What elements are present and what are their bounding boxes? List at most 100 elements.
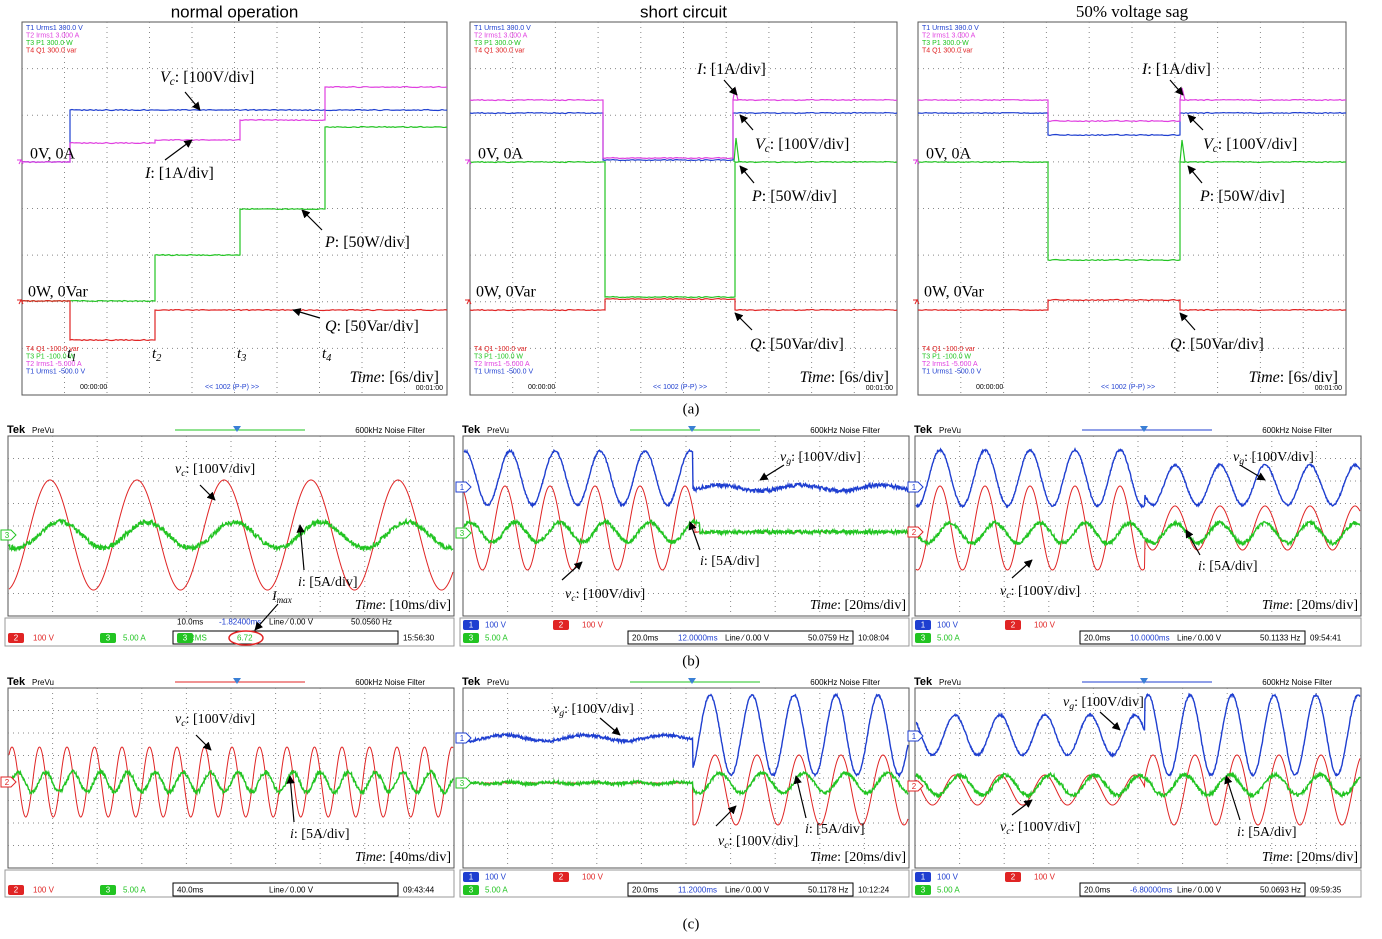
status-text: 5.00 A bbox=[485, 634, 508, 643]
annotation: Q: [50Var/div] bbox=[750, 336, 844, 353]
status-text: 100 V bbox=[1034, 621, 1056, 630]
status-badge: 2 bbox=[14, 886, 19, 895]
status-text: 50.0560 Hz bbox=[351, 618, 392, 627]
start-time: 00:00:00 bbox=[976, 384, 1003, 391]
annotation: vg: [100V/div] bbox=[1063, 695, 1144, 712]
annotation: vc: [100V/div] bbox=[1000, 584, 1080, 601]
channel-number: 2 bbox=[912, 528, 917, 537]
subscript: max bbox=[277, 595, 292, 605]
annotation: i: [5A/div] bbox=[298, 575, 358, 590]
filter: 600kHz Noise Filter bbox=[1262, 678, 1332, 687]
label-text: : [5A/div] bbox=[302, 575, 358, 590]
zoom-label: << 1002 (P-P) >> bbox=[205, 384, 259, 391]
symbol: P bbox=[324, 234, 335, 251]
annotation: vc: [100V/div] bbox=[175, 462, 255, 479]
symbol: Q bbox=[1170, 336, 1182, 353]
filter: 600kHz Noise Filter bbox=[810, 678, 880, 687]
status-text: 09:54:41 bbox=[1310, 634, 1342, 643]
channel-readout: T3 P1 -100.0 W bbox=[474, 353, 523, 360]
mode: PreVu bbox=[32, 426, 54, 435]
annotation: Time: [6s/div] bbox=[350, 369, 439, 386]
annotation: Time: [20ms/div] bbox=[1262, 850, 1358, 865]
annotation: Time: [40ms/div] bbox=[355, 850, 451, 865]
subscript: 1 bbox=[71, 353, 76, 364]
level-label: 0W, 0Var bbox=[924, 284, 985, 301]
symbol: Time bbox=[800, 369, 831, 386]
annotation: vg: [100V/div] bbox=[780, 450, 861, 467]
label-text: : [10ms/div] bbox=[382, 598, 451, 613]
channel-readout: T3 P1 -100.0 W bbox=[922, 353, 971, 360]
status-text: 5.00 A bbox=[937, 886, 960, 895]
status-text: Line ⁄ 0.00 V bbox=[269, 886, 314, 895]
channel-readout: T4 Q1 300.0 var bbox=[474, 47, 525, 54]
status-text: 6.72 bbox=[237, 634, 253, 643]
zoom-label: << 1002 (P-P) >> bbox=[1101, 384, 1155, 391]
panel-title: short circuit bbox=[640, 2, 727, 21]
channel-readout: T1 Urms1 -500.0 V bbox=[922, 368, 981, 375]
trigger-marker bbox=[233, 678, 241, 684]
status-text: 100 V bbox=[1034, 873, 1056, 882]
status-text: Line ⁄ 0.00 V bbox=[725, 886, 770, 895]
label-text: : [5A/div] bbox=[1241, 825, 1297, 840]
end-time: 00:01:00 bbox=[416, 385, 443, 392]
annotation: Time: [10ms/div] bbox=[355, 598, 451, 613]
end-time: 00:01:00 bbox=[866, 385, 893, 392]
symbol: Time bbox=[1262, 598, 1289, 613]
subscript: 4 bbox=[326, 353, 332, 364]
channel-readout: T4 Q1 300.0 var bbox=[26, 47, 77, 54]
caption: (b) bbox=[682, 653, 700, 669]
filter: 600kHz Noise Filter bbox=[355, 678, 425, 687]
label-text: : [20ms/div] bbox=[1289, 598, 1358, 613]
annotation: i: [5A/div] bbox=[700, 554, 760, 569]
caption: (c) bbox=[683, 916, 700, 932]
status-badge: 1 bbox=[469, 621, 474, 630]
annotation: vc: [100V/div] bbox=[175, 712, 255, 729]
status-text: 10.0000ms bbox=[1130, 634, 1170, 643]
label-text: : [20ms/div] bbox=[837, 598, 906, 613]
label-text: : [100V/div] bbox=[186, 462, 256, 477]
end-time: 00:01:00 bbox=[1315, 385, 1342, 392]
mode: PreVu bbox=[487, 678, 509, 687]
brand: Tek bbox=[914, 676, 933, 688]
symbol: Q bbox=[750, 336, 762, 353]
channel-number: 3 bbox=[5, 531, 10, 540]
status-badge: 3 bbox=[921, 886, 926, 895]
channel-number: 1 bbox=[912, 732, 917, 741]
label-text: : [20ms/div] bbox=[1289, 850, 1358, 865]
channel-number: 1 bbox=[912, 483, 917, 492]
channel-readout: T4 Q1 -100.0 var bbox=[26, 346, 80, 353]
status-badge: 3 bbox=[106, 886, 111, 895]
subscript: 2 bbox=[156, 353, 162, 364]
mode: PreVu bbox=[939, 426, 961, 435]
subscript: 3 bbox=[240, 353, 246, 364]
channel-readout: T2 Irms1 3.000 A bbox=[474, 32, 528, 39]
annotation: Time: [20ms/div] bbox=[810, 850, 906, 865]
status-text: 10.0ms bbox=[177, 618, 203, 627]
label-text: : [100V/div] bbox=[576, 587, 646, 602]
symbol: P bbox=[1199, 188, 1210, 205]
trigger-marker bbox=[688, 678, 696, 684]
symbol: Q bbox=[325, 318, 337, 335]
status-badge: 3 bbox=[469, 886, 474, 895]
channel-readout: T2 Irms1 3.000 A bbox=[26, 32, 80, 39]
channel-readout: T2 Irms1 3.000 A bbox=[922, 32, 976, 39]
channel-readout: T1 Urms1 300.0 V bbox=[922, 25, 979, 32]
mode: PreVu bbox=[32, 678, 54, 687]
channel-number: 2 bbox=[5, 778, 10, 787]
annotation: I: [1A/div] bbox=[1141, 61, 1211, 78]
status-text: 50.0693 Hz bbox=[1260, 886, 1301, 895]
label-text: : [40ms/div] bbox=[382, 850, 451, 865]
status-text: -6.80000ms bbox=[1130, 886, 1172, 895]
status-text: 100 V bbox=[485, 873, 507, 882]
level-label: 0W, 0Var bbox=[28, 284, 89, 301]
channel-readout: T4 Q1 -100.0 var bbox=[922, 346, 976, 353]
status-text: 15:56:30 bbox=[403, 634, 435, 643]
label-text: : [5A/div] bbox=[704, 554, 760, 569]
channel-readout: T2 Irms1 -5.000 A bbox=[922, 361, 978, 368]
status-text: 10:12:24 bbox=[858, 886, 890, 895]
status-badge: 1 bbox=[921, 621, 926, 630]
label-text: : [6s/div] bbox=[831, 369, 889, 386]
status-text: 50.1133 Hz bbox=[1260, 634, 1300, 643]
annotation: Vc: [100V/div] bbox=[160, 69, 254, 88]
channel-readout: T4 Q1 300.0 var bbox=[922, 47, 973, 54]
